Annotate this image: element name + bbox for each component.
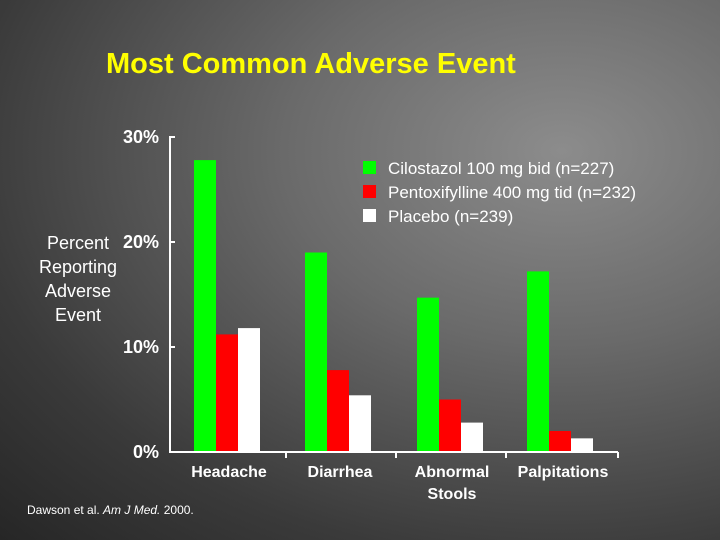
bar: [571, 438, 593, 452]
bar: [349, 395, 371, 452]
x-tick-label: Palpitations: [518, 464, 609, 481]
legend-entry: Cilostazol 100 mg bid (n=227): [388, 159, 614, 178]
legend-entry: Placebo (n=239): [388, 207, 513, 226]
bar: [461, 422, 483, 452]
slide-title: Most Common Adverse Event: [106, 48, 516, 80]
y-tick-label: 20%: [123, 232, 159, 252]
bar: [549, 431, 571, 452]
y-axis-label-line: Percent: [46, 233, 110, 253]
y-axis-label-line: Reporting: [38, 257, 118, 277]
y-tick-label: 0%: [133, 442, 159, 462]
legend-swatch: [363, 161, 376, 174]
citation: Dawson et al. Am J Med. 2000.: [27, 503, 194, 517]
citation-authors: Dawson et al.: [27, 503, 104, 517]
legend-swatch: [363, 185, 376, 198]
legend-entry: Pentoxifylline 400 mg tid (n=232): [388, 183, 636, 202]
y-axis-label-line: Adverse: [44, 281, 112, 301]
x-tick-label: Abnormal: [415, 464, 490, 481]
legend-swatch: [363, 209, 376, 222]
x-tick-label: Headache: [191, 464, 267, 481]
x-tick-label: Diarrhea: [308, 464, 373, 481]
x-tick-label: Stools: [428, 486, 477, 503]
citation-journal: Am J Med.: [103, 503, 161, 517]
y-axis-label-line: Event: [54, 305, 102, 325]
bar: [305, 252, 327, 452]
citation-year: 2000.: [160, 503, 194, 517]
bar: [439, 399, 461, 452]
bar: [238, 328, 260, 452]
bar: [527, 271, 549, 452]
y-axis-label: Percent Reporting Adverse Event: [28, 231, 128, 327]
bar: [417, 297, 439, 452]
bar: [194, 160, 216, 452]
y-tick-label: 30%: [123, 127, 159, 147]
bar: [327, 370, 349, 452]
y-tick-label: 10%: [123, 337, 159, 357]
bar: [216, 334, 238, 452]
